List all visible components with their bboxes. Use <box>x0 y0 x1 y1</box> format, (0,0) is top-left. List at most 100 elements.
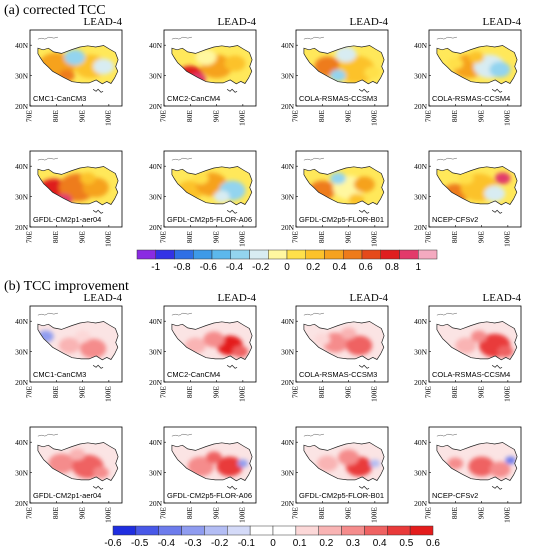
border-line <box>358 88 370 93</box>
model-label: NCEP-CFSv2 <box>432 491 478 500</box>
y-tick-label: 20N <box>414 102 428 111</box>
plateau-outline <box>37 442 119 482</box>
border-line <box>37 433 58 437</box>
value-region <box>330 172 346 185</box>
value-region <box>494 172 511 185</box>
colorbar-box <box>204 525 228 536</box>
value-region <box>203 331 225 348</box>
value-region <box>364 66 381 79</box>
border-line <box>358 485 370 490</box>
value-region <box>93 58 115 75</box>
lead-label: LEAD-4 <box>349 16 389 28</box>
x-tick-label: 80E <box>317 231 326 244</box>
colorbar-box <box>409 525 434 536</box>
value-region <box>489 61 511 78</box>
y-tick-label: 30N <box>149 193 163 202</box>
colorbar-tick-label: 0.4 <box>333 262 347 273</box>
x-tick-label: 90E <box>211 507 220 520</box>
model-label: NCEP-CFSv2 <box>432 215 478 224</box>
x-tick-label: 100E <box>238 231 247 247</box>
value-region <box>330 69 346 82</box>
y-tick-label: 30N <box>414 348 428 357</box>
y-tick-label: 30N <box>281 348 295 357</box>
border-line <box>226 88 238 93</box>
colorbar-tick-label: -0.4 <box>158 538 176 549</box>
border-line <box>491 209 503 214</box>
colorbar-box <box>380 249 400 260</box>
y-tick-label: 40N <box>281 438 295 447</box>
colorbar-box <box>387 525 411 536</box>
map-panel: 40N 30N 20N 70E 80E 90E 100E GFDL-CM2p1-aer04 <box>14 137 123 247</box>
x-tick-label: 80E <box>317 507 326 520</box>
x-tick-label: 80E <box>450 231 459 244</box>
x-tick-label: 70E <box>159 507 168 520</box>
y-tick-label: 20N <box>281 102 295 111</box>
x-tick-label: 80E <box>185 386 194 399</box>
value-region <box>79 172 96 185</box>
value-region <box>345 335 373 356</box>
border-line <box>226 209 238 214</box>
x-tick-label: 100E <box>370 110 379 126</box>
colorbar: -0.6 -0.5 -0.4 -0.3 -0.2 -0.1 0 0.1 0.2 0.3 0.4 0.5… <box>104 525 443 557</box>
y-tick-label: 20N <box>414 499 428 508</box>
y-tick-label: 20N <box>15 223 29 232</box>
y-tick-label: 30N <box>15 193 29 202</box>
colorbar-box <box>272 525 297 536</box>
colorbar-tick-label: 0 <box>270 538 276 549</box>
x-tick-label: 100E <box>104 231 113 247</box>
plateau-outline <box>171 166 253 206</box>
colorbar-box <box>286 249 306 260</box>
plateau-outline <box>171 45 253 85</box>
colorbar-box <box>249 525 274 536</box>
colorbar-tick-label: -0.6 <box>104 538 122 549</box>
x-tick-label: 100E <box>503 507 512 523</box>
model-label: CMC2-CanCM4 <box>167 370 220 379</box>
border-line <box>171 433 192 437</box>
map-panel: 40N 30N 20N 70E 80E 90E 100E GFDL-CM2p5-FLOR-B0… <box>280 137 389 247</box>
colorbar-box <box>318 525 342 536</box>
model-label: GFDL-CM2p5-FLOR-A06 <box>167 491 252 500</box>
y-tick-label: 20N <box>149 499 163 508</box>
border-line <box>92 209 104 214</box>
x-tick-label: 70E <box>424 231 433 244</box>
value-region <box>69 448 86 461</box>
x-tick-label: 70E <box>159 110 168 123</box>
x-tick-label: 80E <box>450 386 459 399</box>
y-tick-label: 30N <box>15 348 29 357</box>
plateau-outline <box>171 442 253 482</box>
colorbar-box <box>341 525 365 536</box>
x-tick-label: 90E <box>476 110 485 123</box>
x-tick-label: 90E <box>476 507 485 520</box>
plateau-outline <box>436 442 518 482</box>
y-tick-label: 20N <box>281 378 295 387</box>
y-tick-label: 20N <box>414 378 428 387</box>
x-tick-label: 80E <box>185 507 194 520</box>
value-region <box>216 456 243 477</box>
value-region <box>93 466 109 479</box>
colorbar-tick-label: -0.2 <box>252 262 270 273</box>
border-line <box>491 485 503 490</box>
x-tick-label: 70E <box>424 507 433 520</box>
colorbar-tick-label: -0.1 <box>238 538 256 549</box>
colorbar-box <box>230 249 250 260</box>
map-panel: LEAD-4 40N 30N 20N 70E 80E 90E 100E CMC1-CanCM3 <box>14 16 123 126</box>
x-tick-label: 80E <box>450 507 459 520</box>
map-panel: LEAD-4 40N 30N 20N 70E 80E 90E 100E CMC2-CanCM4 <box>148 292 257 402</box>
y-tick-label: 30N <box>149 348 163 357</box>
border-line <box>37 312 58 316</box>
lead-label: LEAD-4 <box>349 292 389 304</box>
colorbar-box <box>249 249 269 260</box>
y-tick-label: 30N <box>414 469 428 478</box>
model-label: COLA-RSMAS-CCSM3 <box>299 94 377 103</box>
value-region <box>192 172 209 185</box>
colorbar-tick-label: -0.3 <box>184 538 202 549</box>
y-tick-label: 30N <box>414 193 428 202</box>
y-tick-label: 30N <box>149 469 163 478</box>
model-label: GFDL-CM2p5-FLOR-A06 <box>167 215 252 224</box>
y-tick-label: 40N <box>15 317 29 326</box>
